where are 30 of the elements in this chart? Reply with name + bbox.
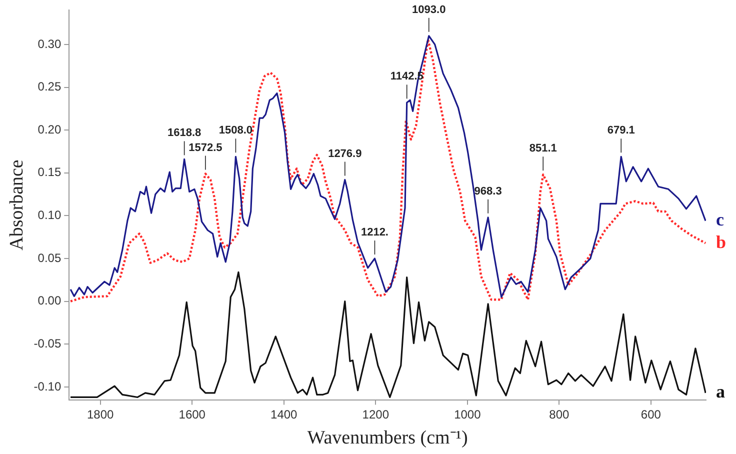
- y-tick-label: 0.25: [38, 80, 62, 94]
- annotation: 1212.: [360, 226, 388, 239]
- series-label: b: [716, 232, 726, 252]
- x-tick-label: 1000: [454, 407, 482, 422]
- y-tick-label: -0.05: [34, 336, 62, 350]
- x-tick-label: 1800: [87, 407, 114, 422]
- x-tick-label: 600: [640, 407, 662, 422]
- series-label: c: [716, 209, 724, 230]
- x-tick-label: 1400: [270, 407, 298, 422]
- annotation: 1276.9: [328, 148, 362, 160]
- y-tick-label: 0.15: [38, 165, 62, 180]
- annotation: 851.1: [529, 142, 557, 155]
- annotation: 1508.0: [218, 124, 253, 137]
- annotation: 1572.5: [188, 142, 222, 154]
- y-tick-label: 0.00: [38, 294, 62, 308]
- x-axis-title: Wavenumbers (cm⁻¹): [307, 428, 468, 449]
- y-tick-label: 0.05: [38, 250, 62, 265]
- y-tick-label: 0.20: [38, 122, 62, 136]
- annotation: 968.3: [474, 185, 502, 198]
- y-tick-label: 0.30: [38, 36, 62, 51]
- series-label: a: [716, 382, 725, 402]
- x-tick-label: 1600: [178, 407, 206, 422]
- x-tick-label: 800: [549, 407, 570, 422]
- x-tick-label: 1200: [362, 407, 390, 422]
- annotation: 679.1: [607, 124, 635, 137]
- y-tick-label: 0.10: [38, 208, 62, 222]
- y-axis-title: Absorbance: [6, 160, 28, 250]
- annotation: 1618.8: [167, 127, 202, 140]
- y-tick-label: -0.10: [34, 379, 62, 394]
- annotation: 1093.0: [412, 4, 446, 16]
